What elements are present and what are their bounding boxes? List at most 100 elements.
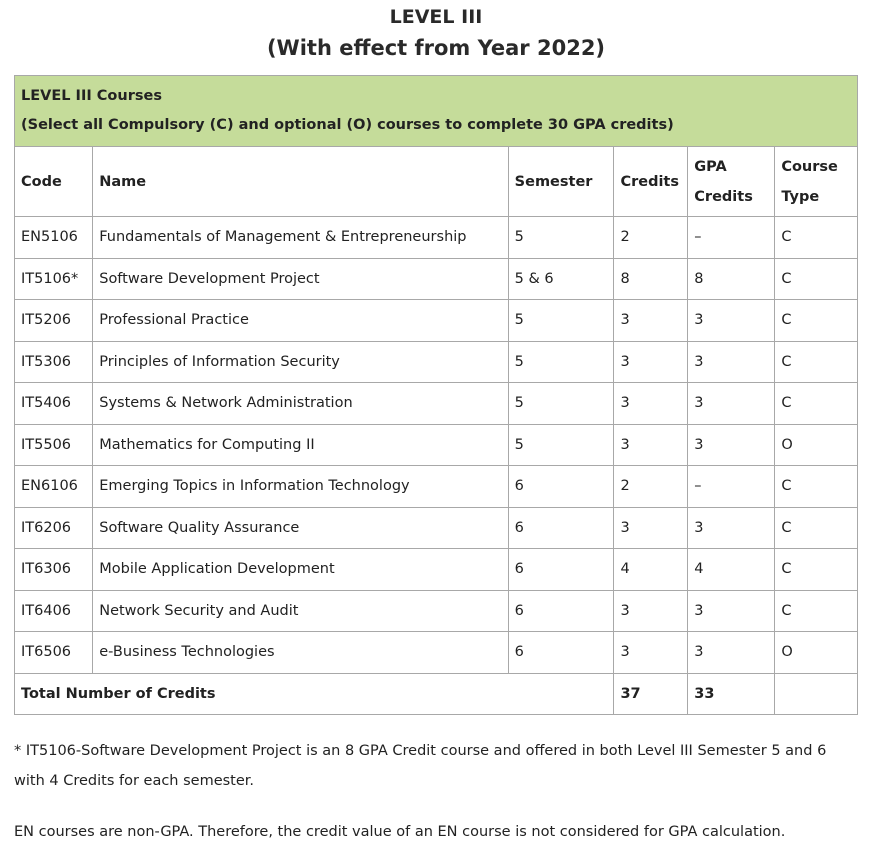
banner-subtitle: (Select all Compulsory (C) and optional … <box>21 117 674 133</box>
cell-gpa-credits: 3 <box>687 382 776 425</box>
table-banner-cell: LEVEL III Courses (Select all Compulsory… <box>14 75 858 147</box>
cell-semester: 6 <box>507 465 615 508</box>
table-row: IT6506 e-Business Technologies 6 3 3 O <box>13 631 858 674</box>
cell-semester: 5 <box>507 216 615 259</box>
cell-credits: 2 <box>613 216 689 259</box>
cell-semester: 6 <box>507 631 615 674</box>
cell-semester: 6 <box>507 589 615 632</box>
cell-code: EN6106 <box>13 465 94 508</box>
header-semester: Semester <box>507 146 615 217</box>
cell-name: Mobile Application Development <box>92 548 509 591</box>
cell-course-type: C <box>774 340 858 383</box>
cell-credits: 3 <box>613 340 689 383</box>
cell-course-type: C <box>774 216 858 259</box>
cell-credits: 2 <box>613 465 689 508</box>
header-name: Name <box>92 146 509 217</box>
cell-gpa-credits: – <box>687 216 776 259</box>
banner-title: LEVEL III Courses <box>21 88 162 104</box>
project-footnote: * IT5106-Software Development Project is… <box>14 743 827 789</box>
cell-code: IT5306 <box>13 340 94 383</box>
page-subtitle: (With effect from Year 2022) <box>266 36 606 60</box>
table-row: IT5306 Principles of Information Securit… <box>13 340 858 383</box>
total-label: Total Number of Credits <box>13 672 615 715</box>
table-row: IT5206 Professional Practice 5 3 3 C <box>13 299 858 342</box>
cell-semester: 6 <box>507 506 615 549</box>
cell-code: IT6306 <box>13 548 94 591</box>
header-code: Code <box>13 146 94 217</box>
cell-semester: 5 <box>507 340 615 383</box>
total-empty-cell <box>774 672 858 715</box>
cell-credits: 3 <box>613 631 689 674</box>
cell-code: IT5106* <box>13 257 94 300</box>
header-course-type: Course Type <box>774 146 858 217</box>
header-type-line1: Course <box>781 158 838 175</box>
table-row: IT6306 Mobile Application Development 6 … <box>13 548 858 591</box>
cell-credits: 3 <box>613 589 689 632</box>
cell-gpa-credits: 3 <box>687 506 776 549</box>
cell-gpa-credits: 3 <box>687 340 776 383</box>
cell-name: Professional Practice <box>92 299 509 342</box>
cell-credits: 3 <box>613 299 689 342</box>
cell-name: Software Development Project <box>92 257 509 300</box>
cell-course-type: C <box>774 506 858 549</box>
table-header-row: Code Name Semester Credits GPA Credits C… <box>13 146 858 217</box>
cell-semester: 5 <box>507 382 615 425</box>
total-credits: 37 <box>613 672 689 715</box>
cell-code: IT5406 <box>13 382 94 425</box>
cell-gpa-credits: 4 <box>687 548 776 591</box>
cell-semester: 6 <box>507 548 615 591</box>
cell-course-type: C <box>774 299 858 342</box>
cell-credits: 4 <box>613 548 689 591</box>
cell-credits: 8 <box>613 257 689 300</box>
cell-course-type: C <box>774 589 858 632</box>
courses-table: LEVEL III Courses (Select all Compulsory… <box>13 75 858 715</box>
header-gpa-credits: GPA Credits <box>687 146 776 217</box>
cell-name: Network Security and Audit <box>92 589 509 632</box>
header-credits: Credits <box>613 146 689 217</box>
cell-name: e-Business Technologies <box>92 631 509 674</box>
cell-semester: 5 <box>507 299 615 342</box>
cell-name: Fundamentals of Management & Entrepreneu… <box>92 216 509 259</box>
cell-course-type: C <box>774 548 858 591</box>
cell-semester: 5 <box>507 423 615 466</box>
header-type-line2: Type <box>781 188 820 205</box>
cell-course-type: C <box>774 382 858 425</box>
table-row: IT6406 Network Security and Audit 6 3 3 … <box>13 589 858 632</box>
cell-code: IT6506 <box>13 631 94 674</box>
cell-gpa-credits: 3 <box>687 299 776 342</box>
cell-credits: 3 <box>613 423 689 466</box>
cell-name: Mathematics for Computing II <box>92 423 509 466</box>
table-row: EN5106 Fundamentals of Management & Entr… <box>13 216 858 259</box>
cell-semester: 5 & 6 <box>507 257 615 300</box>
table-row: IT5406 Systems & Network Administration … <box>13 382 858 425</box>
cell-course-type: O <box>774 631 858 674</box>
total-row: Total Number of Credits 37 33 <box>13 672 858 715</box>
cell-gpa-credits: 3 <box>687 423 776 466</box>
cell-name: Software Quality Assurance <box>92 506 509 549</box>
cell-credits: 3 <box>613 506 689 549</box>
header-gpa-line1: GPA <box>694 158 727 175</box>
cell-code: IT5506 <box>13 423 94 466</box>
page-title: LEVEL III <box>389 6 483 28</box>
cell-code: IT6206 <box>13 506 94 549</box>
table-row: IT5106* Software Development Project 5 &… <box>13 257 858 300</box>
cell-course-type: C <box>774 465 858 508</box>
cell-code: EN5106 <box>13 216 94 259</box>
table-row: IT5506 Mathematics for Computing II 5 3 … <box>13 423 858 466</box>
cell-name: Emerging Topics in Information Technolog… <box>92 465 509 508</box>
total-gpa-credits: 33 <box>687 672 776 715</box>
cell-gpa-credits: – <box>687 465 776 508</box>
table-banner: LEVEL III Courses (Select all Compulsory… <box>14 75 858 147</box>
cell-credits: 3 <box>613 382 689 425</box>
cell-name: Systems & Network Administration <box>92 382 509 425</box>
cell-code: IT5206 <box>13 299 94 342</box>
cell-course-type: C <box>774 257 858 300</box>
cell-name: Principles of Information Security <box>92 340 509 383</box>
table-row: IT6206 Software Quality Assurance 6 3 3 … <box>13 506 858 549</box>
cell-gpa-credits: 8 <box>687 257 776 300</box>
table-body: EN5106 Fundamentals of Management & Entr… <box>13 216 858 715</box>
cell-course-type: O <box>774 423 858 466</box>
table-row: EN6106 Emerging Topics in Information Te… <box>13 465 858 508</box>
header-gpa-line2: Credits <box>694 188 753 205</box>
cell-code: IT6406 <box>13 589 94 632</box>
